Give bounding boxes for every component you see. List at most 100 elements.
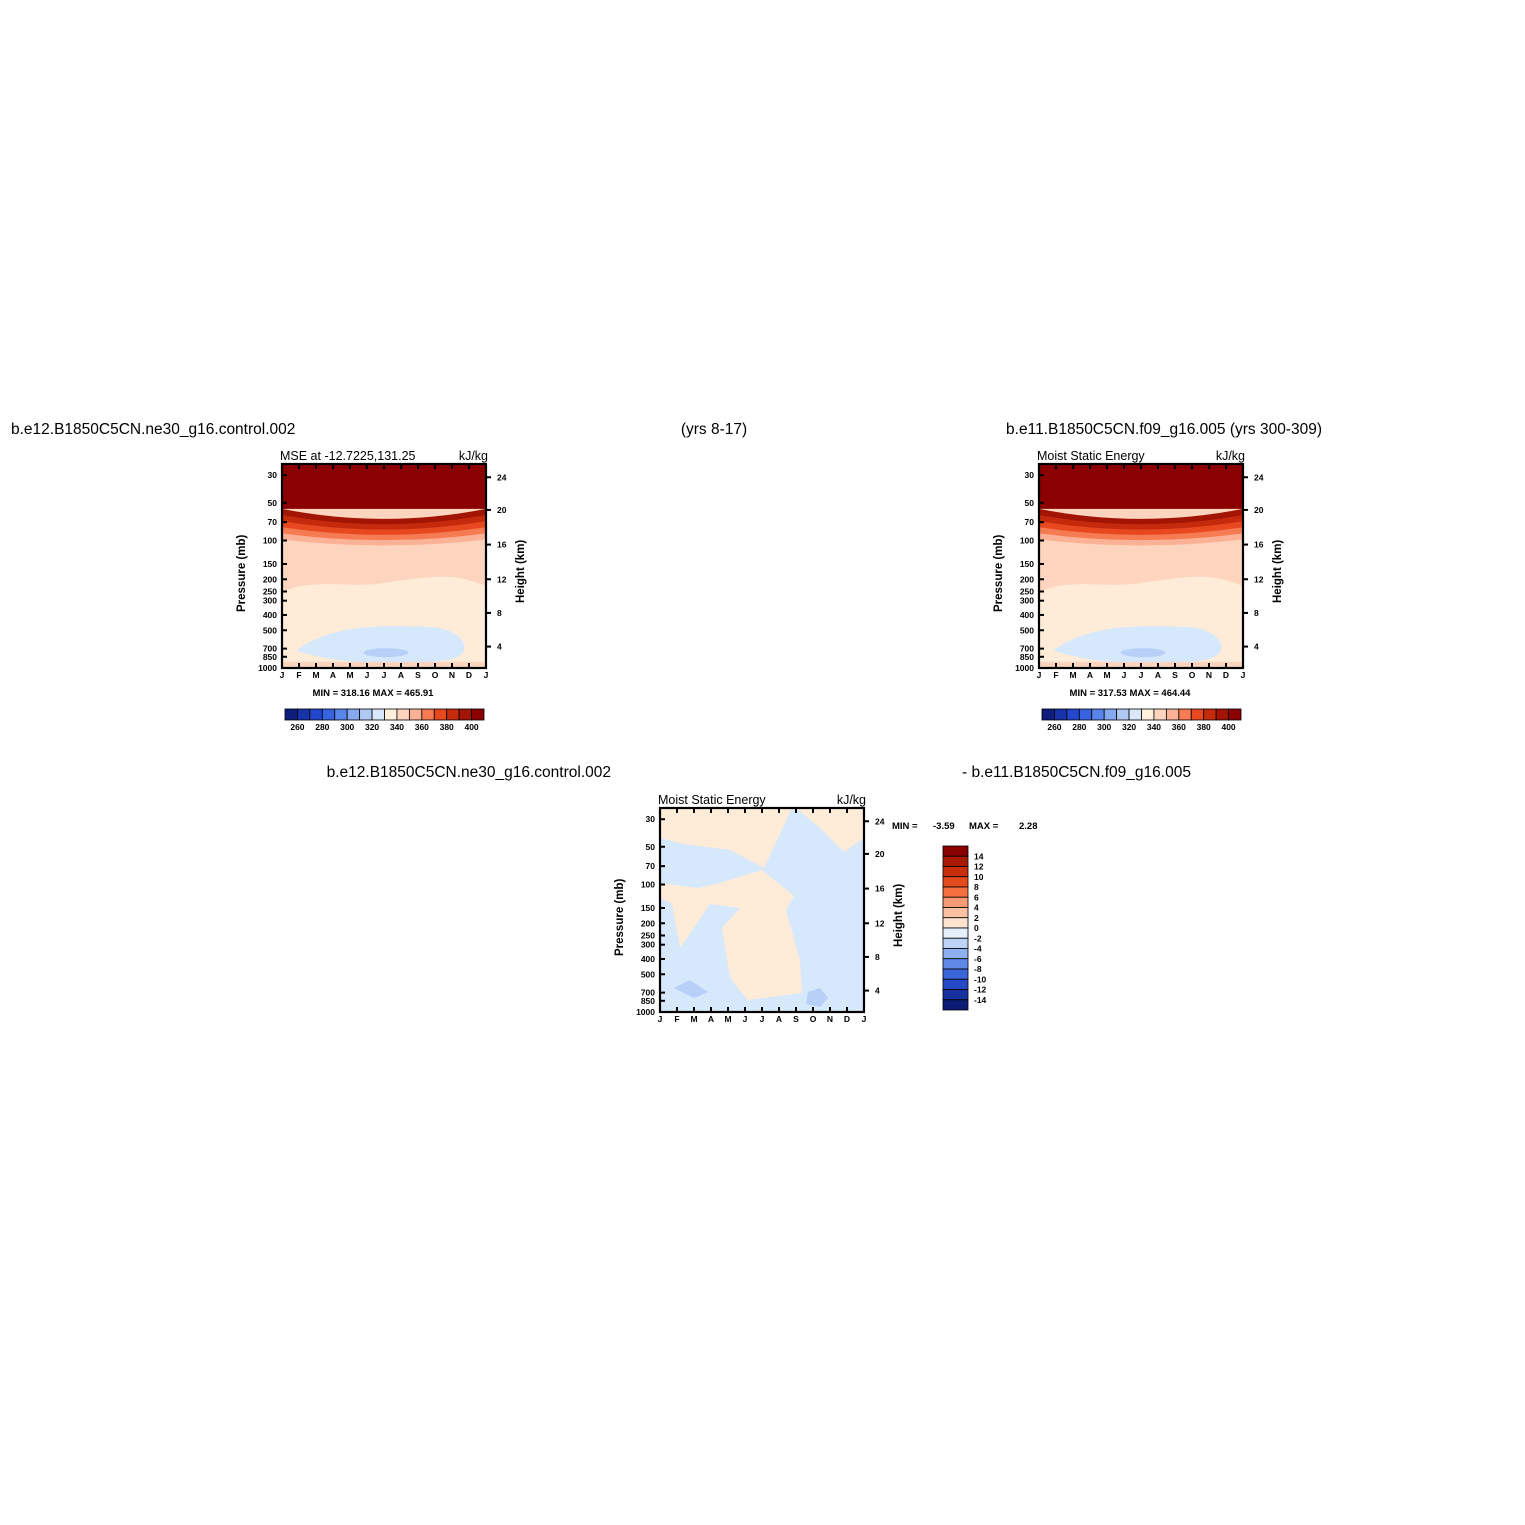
y-tick-label: 200 [641,918,655,928]
colorbar-box [942,968,969,980]
colorbar-label: 400 [1221,722,1235,732]
x-tick-label: J [280,670,285,680]
y-tick-label: 30 [268,470,278,480]
colorbar-label: -6 [974,954,982,964]
colorbar-box [942,917,969,929]
x-tick-label: J [1139,670,1144,680]
colorbar-box [1091,708,1105,721]
colorbar-box [446,708,460,721]
colorbar-box [396,708,410,721]
x-tick-label: D [466,670,472,680]
colorbar-box [1228,708,1242,721]
x-tick-label: J [760,1014,765,1024]
colorbar-box [942,896,969,908]
y-right-axis-title: Height (km) [515,540,527,603]
y-tick-label: 250 [641,931,655,941]
colorbar-box [942,937,969,949]
y-tick-label: 50 [268,498,278,508]
panel-subtitle: MSE at -12.7225,131.25 [280,449,416,463]
contour-negative-region [1053,626,1222,664]
contour-negative-core [674,980,708,998]
y-tick-label: 1000 [1015,663,1034,673]
y-tick-label: 400 [1020,610,1034,620]
panel-subtitle: Moist Static Energy [1037,449,1145,463]
y-right-tick-label: 12 [497,574,507,584]
x-tick-label: F [674,1014,679,1024]
contour-band [282,515,486,532]
colorbar-box [942,876,969,888]
x-tick-label: M [312,670,319,680]
title-right-case: b.e11.B1850C5CN.f09_g16.005 (yrs 300-309… [1006,421,1322,438]
colorbar-label: 380 [440,722,454,732]
y-right-tick-label: 16 [497,540,507,550]
min-value: -3.59 [933,821,955,832]
colorbar-box [942,989,969,1001]
x-tick-label: F [296,670,301,680]
colorbar-box [942,948,969,960]
min-max-text: MIN = 318.16 MAX = 465.91 [313,688,435,699]
y-right-tick-label: 24 [1254,472,1264,482]
colorbar-box [297,708,311,721]
colorbar-box [1141,708,1155,721]
x-tick-label: S [793,1014,799,1024]
colorbar-label: 280 [315,722,329,732]
colorbar-label: -8 [974,964,982,974]
y-tick-label: 100 [1020,536,1034,546]
colorbar-label: -4 [974,944,982,954]
y-right-axis-title: Height (km) [893,884,905,947]
x-tick-label: A [330,670,336,680]
colorbar-label: 300 [340,722,354,732]
title-diff-right: - b.e11.B1850C5CN.f09_g16.005 [962,764,1191,781]
colorbar-box [1103,708,1118,721]
x-tick-label: J [1037,670,1042,680]
colorbar-label: 260 [1047,722,1061,732]
colorbar-label: 6 [974,892,979,902]
colorbar-box [1128,708,1142,721]
colorbar-box [408,708,423,721]
colorbar-box [942,978,969,990]
y-right-tick-label: 4 [1254,642,1259,652]
contour-band [1039,527,1243,542]
contour-band [282,539,486,553]
y-tick-label: 250 [263,587,277,597]
contour-band [282,521,486,537]
contour-band [1039,521,1243,537]
y-right-tick-label: 20 [1254,505,1264,515]
y-tick-label: 1000 [636,1007,655,1017]
colorbar-box [942,866,969,878]
x-tick-label: M [1069,670,1076,680]
colorbar-box [942,886,969,898]
colorbar-box [334,708,348,721]
x-tick-label: J [365,670,370,680]
y-tick-label: 500 [1020,625,1034,635]
y-tick-label: 50 [1025,498,1035,508]
colorbar-label: -10 [974,974,987,984]
panel-control-mse: MSE at -12.7225,131.25 kJ/kgJ F M A M J J A S O N D J… [236,449,527,732]
y-tick-label: 1000 [258,663,277,673]
colorbar-label: 340 [390,722,404,732]
y-tick-label: 300 [1020,596,1034,606]
colorbar-label: 320 [1122,722,1136,732]
contour-negative-core [1120,648,1166,658]
y-right-tick-label: 24 [875,816,885,826]
colorbar-label: -12 [974,985,987,995]
y-tick-label: 250 [1020,587,1034,597]
x-tick-label: J [1241,670,1246,680]
y-tick-label: 30 [1025,470,1035,480]
colorbar-label: 360 [1172,722,1186,732]
y-tick-label: 50 [646,842,656,852]
colorbar-box [359,708,373,721]
panel-subtitle: Moist Static Energy [658,793,766,807]
title-diff-left: b.e12.B1850C5CN.ne30_g16.control.002 [327,764,611,781]
contour-positive-region [660,870,802,1000]
y-tick-label: 700 [1020,644,1034,654]
y-right-tick-label: 16 [1254,540,1264,550]
y-tick-label: 200 [1020,574,1034,584]
y-axis-title: Pressure (mb) [614,878,626,956]
y-tick-label: 100 [641,880,655,890]
x-tick-label: M [346,670,353,680]
contour-band [282,508,486,527]
x-tick-label: F [1053,670,1058,680]
y-tick-label: 150 [263,559,277,569]
